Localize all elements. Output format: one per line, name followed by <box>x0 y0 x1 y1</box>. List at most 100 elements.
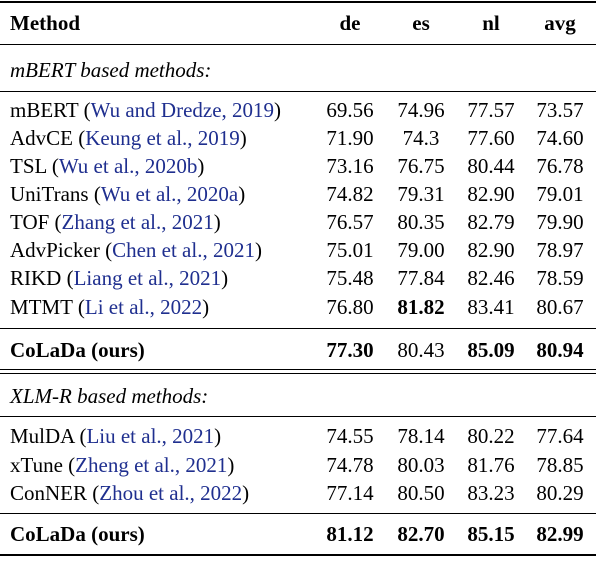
method-name: AdvCE <box>10 126 73 150</box>
value-de: 75.01 <box>326 238 374 262</box>
ours-value-nl: 85.15 <box>467 522 515 546</box>
citation-link[interactable]: Li et al., 2022 <box>84 295 203 319</box>
header-row: Method de es nl avg <box>0 8 596 38</box>
ours-value-avg: 80.94 <box>536 338 584 362</box>
ours-row-mbert: CoLaDa (ours) 77.30 80.43 85.09 80.94 <box>0 335 596 365</box>
citation-link[interactable]: Chen et al., 2021 <box>112 238 255 262</box>
value-de: 75.48 <box>326 266 374 290</box>
method-cell: UniTrans (Wu et al., 2020a) <box>10 182 246 206</box>
table-row: ConNER (Zhou et al., 2022) 77.14 80.50 8… <box>0 478 596 508</box>
table-row: AdvCE (Keung et al., 2019) 71.90 74.3 77… <box>0 123 596 153</box>
table-row: MTMT (Li et al., 2022) 76.80 81.82 83.41… <box>0 292 596 322</box>
method-name: xTune <box>10 453 63 477</box>
value-de: 71.90 <box>326 126 374 150</box>
header-es: es <box>412 11 430 35</box>
value-es: 78.14 <box>397 424 445 448</box>
value-de: 74.82 <box>326 182 374 206</box>
header-de: de <box>339 11 361 35</box>
value-es-best: 81.82 <box>397 295 445 319</box>
method-cell: xTune (Zheng et al., 2021) <box>10 453 235 477</box>
value-es: 79.00 <box>397 238 445 262</box>
value-avg: 77.64 <box>536 424 584 448</box>
value-nl: 80.44 <box>467 154 515 178</box>
table-row: TOF (Zhang et al., 2021) 76.57 80.35 82.… <box>0 207 596 237</box>
value-de: 74.78 <box>326 453 374 477</box>
value-nl: 82.46 <box>467 266 515 290</box>
value-nl: 81.76 <box>467 453 515 477</box>
value-de: 69.56 <box>326 98 374 122</box>
value-avg: 78.59 <box>536 266 584 290</box>
value-nl: 83.41 <box>467 295 515 319</box>
citation-link[interactable]: Keung et al., 2019 <box>85 126 240 150</box>
citation-link[interactable]: Zheng et al., 2021 <box>75 453 228 477</box>
header-nl: nl <box>482 11 500 35</box>
ours-value-es: 82.70 <box>397 522 445 546</box>
ours-rule-xlmr <box>0 513 596 514</box>
double-rule-bottom <box>0 373 596 374</box>
citation-link[interactable]: Wu et al., 2020a <box>100 182 239 206</box>
value-de: 73.16 <box>326 154 374 178</box>
value-nl: 80.22 <box>467 424 515 448</box>
value-nl: 82.79 <box>467 210 515 234</box>
value-es: 80.35 <box>397 210 445 234</box>
method-name: mBERT <box>10 98 79 122</box>
value-es: 79.31 <box>397 182 445 206</box>
value-nl: 77.57 <box>467 98 515 122</box>
method-cell: ConNER (Zhou et al., 2022) <box>10 481 250 505</box>
citation-link[interactable]: Wu and Dredze, 2019 <box>90 98 275 122</box>
value-es: 80.50 <box>397 481 445 505</box>
method-cell: RIKD (Liang et al., 2021) <box>10 266 229 290</box>
section-rule-mbert <box>0 91 596 92</box>
method-name: TSL <box>10 154 47 178</box>
method-name: TOF <box>10 210 50 234</box>
value-avg: 78.97 <box>536 238 584 262</box>
value-es: 80.03 <box>397 453 445 477</box>
ours-rule-mbert <box>0 328 596 329</box>
value-avg: 80.29 <box>536 481 584 505</box>
value-avg: 79.90 <box>536 210 584 234</box>
value-es: 77.84 <box>397 266 445 290</box>
method-name: UniTrans <box>10 182 89 206</box>
ours-value-nl: 85.09 <box>467 338 515 362</box>
table-row: AdvPicker (Chen et al., 2021) 75.01 79.0… <box>0 235 596 265</box>
method-cell: MTMT (Li et al., 2022) <box>10 295 210 319</box>
section-title-mbert: mBERT based methods: <box>10 58 212 82</box>
ours-method-name: CoLaDa (ours) <box>10 522 145 546</box>
value-nl: 82.90 <box>467 182 515 206</box>
header-method: Method <box>10 11 80 35</box>
table-row: TSL (Wu et al., 2020b) 73.16 76.75 80.44… <box>0 151 596 181</box>
value-es: 74.3 <box>402 126 440 150</box>
method-cell: TSL (Wu et al., 2020b) <box>10 154 205 178</box>
citation-link[interactable]: Liu et al., 2021 <box>86 424 215 448</box>
value-avg: 76.78 <box>536 154 584 178</box>
table-row: xTune (Zheng et al., 2021) 74.78 80.03 8… <box>0 450 596 480</box>
header-avg: avg <box>544 11 576 35</box>
ours-value-de: 81.12 <box>326 522 374 546</box>
value-es: 74.96 <box>397 98 445 122</box>
method-cell: AdvPicker (Chen et al., 2021) <box>10 238 262 262</box>
method-name: ConNER <box>10 481 88 505</box>
method-name: AdvPicker <box>10 238 100 262</box>
value-avg: 78.85 <box>536 453 584 477</box>
citation-link[interactable]: Liang et al., 2021 <box>73 266 222 290</box>
table-row: UniTrans (Wu et al., 2020a) 74.82 79.31 … <box>0 179 596 209</box>
method-cell: TOF (Zhang et al., 2021) <box>10 210 221 234</box>
table-row: RIKD (Liang et al., 2021) 75.48 77.84 82… <box>0 263 596 293</box>
double-rule-top <box>0 369 596 370</box>
citation-link[interactable]: Zhang et al., 2021 <box>61 210 214 234</box>
top-rule <box>0 1 596 3</box>
method-name: MTMT <box>10 295 73 319</box>
ours-value-avg: 82.99 <box>536 522 584 546</box>
method-name: MulDA <box>10 424 75 448</box>
citation-link[interactable]: Wu et al., 2020b <box>58 154 198 178</box>
value-nl: 77.60 <box>467 126 515 150</box>
value-de: 74.55 <box>326 424 374 448</box>
method-name: RIKD <box>10 266 62 290</box>
ours-method-name: CoLaDa (ours) <box>10 338 145 362</box>
value-avg: 79.01 <box>536 182 584 206</box>
section-rule-xlmr <box>0 416 596 417</box>
value-es: 76.75 <box>397 154 445 178</box>
value-nl: 83.23 <box>467 481 515 505</box>
method-cell: AdvCE (Keung et al., 2019) <box>10 126 247 150</box>
citation-link[interactable]: Zhou et al., 2022 <box>99 481 243 505</box>
